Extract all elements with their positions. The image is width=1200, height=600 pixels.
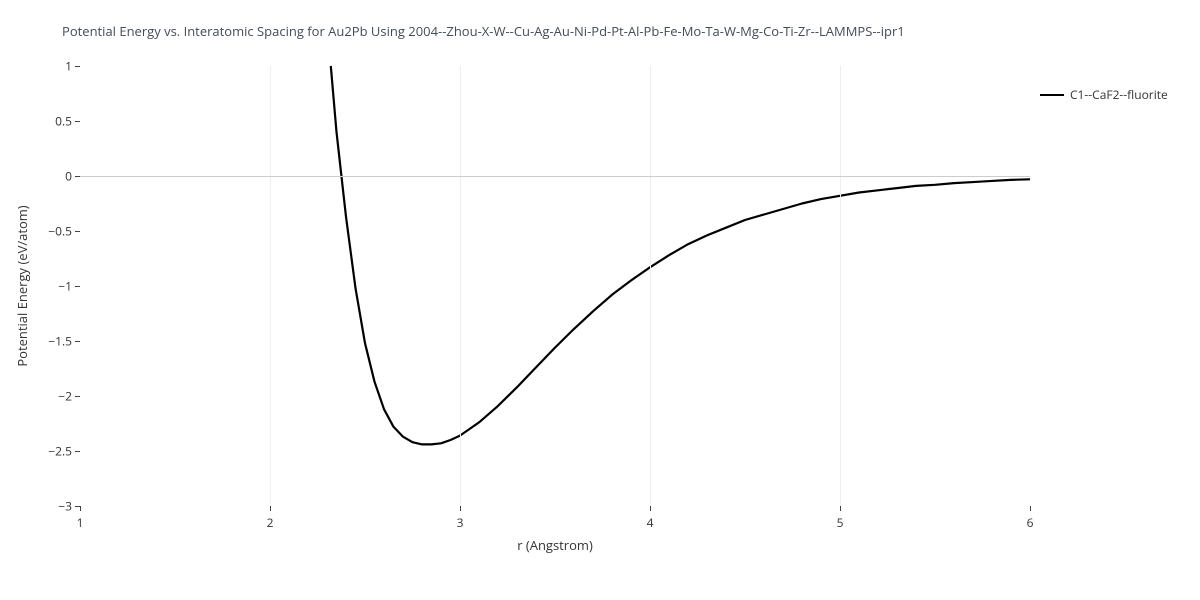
y-tick-label: −0.5 <box>48 223 72 240</box>
x-tick-label: 6 <box>1027 514 1034 531</box>
x-tick <box>1030 506 1031 511</box>
y-tick <box>75 66 80 67</box>
plot-area <box>80 66 1030 506</box>
chart-title: Potential Energy vs. Interatomic Spacing… <box>62 22 905 40</box>
series-line[interactable] <box>331 66 1030 444</box>
y-tick <box>75 176 80 177</box>
x-tick-label: 4 <box>647 514 654 531</box>
gridline-v <box>270 66 271 506</box>
y-tick <box>75 231 80 232</box>
y-tick <box>75 506 80 507</box>
y-tick-label: −3 <box>58 498 72 515</box>
gridline-v <box>840 66 841 506</box>
x-tick <box>460 506 461 511</box>
legend-label: C1--CaF2--fluorite <box>1070 86 1168 103</box>
x-tick <box>650 506 651 511</box>
y-tick <box>75 396 80 397</box>
y-tick <box>75 451 80 452</box>
y-tick-label: −1.5 <box>48 333 72 350</box>
zero-line <box>80 176 1030 177</box>
curve-svg <box>80 66 1030 506</box>
gridline-v <box>460 66 461 506</box>
y-tick <box>75 286 80 287</box>
x-tick-label: 3 <box>457 514 464 531</box>
y-tick-label: 1 <box>65 58 72 75</box>
legend[interactable]: C1--CaF2--fluorite <box>1040 86 1168 103</box>
legend-swatch <box>1040 94 1064 96</box>
x-tick <box>840 506 841 511</box>
y-tick-label: 0.5 <box>55 113 72 130</box>
x-tick-label: 1 <box>77 514 84 531</box>
x-axis-label: r (Angstrom) <box>517 536 593 554</box>
y-tick-label: −1 <box>58 278 72 295</box>
y-axis-label: Potential Energy (eV/atom) <box>13 205 31 366</box>
y-tick <box>75 341 80 342</box>
y-tick-label: −2 <box>58 388 72 405</box>
x-tick <box>80 506 81 511</box>
x-tick <box>270 506 271 511</box>
y-tick <box>75 121 80 122</box>
y-tick-label: −2.5 <box>48 443 72 460</box>
x-tick-label: 2 <box>267 514 274 531</box>
y-tick-label: 0 <box>65 168 72 185</box>
gridline-v <box>650 66 651 506</box>
x-tick-label: 5 <box>837 514 844 531</box>
